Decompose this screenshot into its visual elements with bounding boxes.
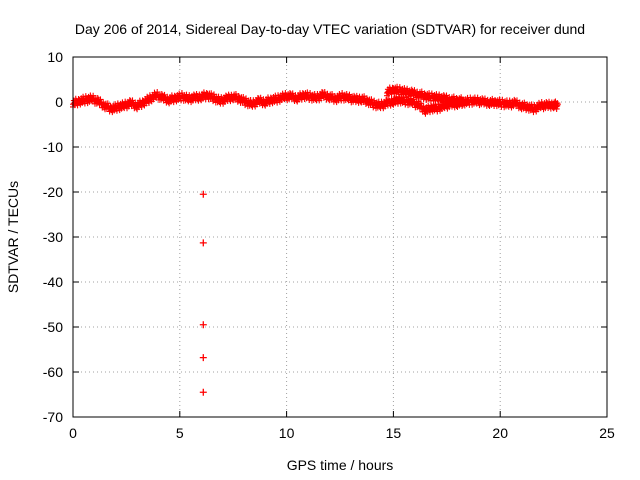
y-tick-label: -20: [43, 184, 63, 200]
y-tick-label: -50: [43, 319, 63, 335]
y-tick-label: 0: [55, 94, 63, 110]
data-point: [318, 95, 325, 102]
y-tick-label: -40: [43, 274, 63, 290]
data-point: [254, 101, 261, 108]
y-tick-label: 10: [47, 49, 63, 65]
data-point: [554, 102, 561, 109]
data-marks: [70, 83, 561, 396]
data-point: [199, 354, 207, 362]
data-point: [199, 190, 207, 198]
data-point: [459, 101, 466, 108]
x-tick-label: 0: [69, 425, 77, 441]
data-point: [199, 321, 207, 329]
y-tick-label: -30: [43, 229, 63, 245]
x-tick-label: 20: [492, 425, 508, 441]
x-tick-label: 15: [386, 425, 402, 441]
data-point: [199, 239, 207, 247]
y-tick-label: -60: [43, 364, 63, 380]
x-tick-label: 5: [176, 425, 184, 441]
data-point: [554, 101, 561, 108]
axis-ticks: 0 5 10 15 20 25 10 0 -10 -20 -30 -40 -50 -60 -70: [43, 49, 615, 441]
x-axis-label: GPS time / hours: [287, 457, 394, 473]
y-axis-label: SDTVAR / TECUs: [5, 181, 21, 293]
data-point: [199, 388, 207, 396]
chart-title: Day 206 of 2014, Sidereal Day-to-day VTE…: [75, 21, 585, 37]
data-point: [298, 96, 305, 103]
data-point: [553, 105, 560, 112]
y-tick-label: -10: [43, 139, 63, 155]
x-tick-label: 25: [599, 425, 615, 441]
x-tick-label: 10: [279, 425, 295, 441]
data-point: [138, 103, 145, 110]
plot-frame: [72, 56, 608, 418]
y-tick-label: -70: [43, 409, 63, 425]
data-point: [460, 96, 467, 103]
